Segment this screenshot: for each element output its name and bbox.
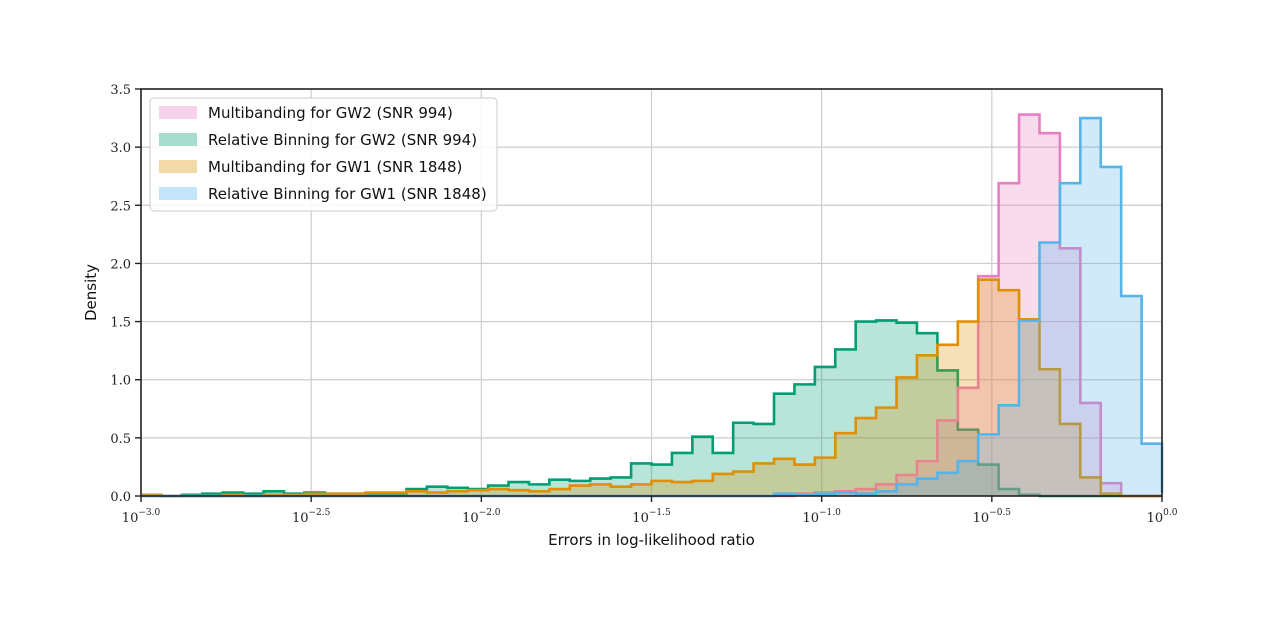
y-tick-label: 3.0 bbox=[110, 141, 131, 156]
legend-box bbox=[149, 97, 498, 212]
legend-label: Multibanding for GW1 (SNR 1848) bbox=[208, 158, 462, 176]
x-tick-label: 10−2.5 bbox=[292, 508, 331, 526]
y-tick-label: 0.0 bbox=[110, 490, 131, 505]
y-tick-label: 0.5 bbox=[110, 432, 131, 447]
y-tick-label: 2.5 bbox=[110, 199, 131, 214]
x-axis-ticks: 10−3.0 10−2.5 10−2.0 10−1.5 10−1.0 10−0.5 100.… bbox=[122, 496, 1178, 526]
series-fill-0 bbox=[141, 320, 1162, 496]
x-tick-label: 10−2.0 bbox=[462, 508, 501, 526]
y-tick-label: 3.5 bbox=[110, 83, 131, 98]
series-2 bbox=[141, 278, 1162, 498]
x-axis-label: Errors in log-likelihood ratio bbox=[548, 531, 755, 549]
legend-swatch bbox=[159, 187, 197, 200]
x-tick-label: 100.0 bbox=[1147, 508, 1178, 526]
y-tick-label: 1.5 bbox=[110, 316, 131, 331]
legend-swatch bbox=[159, 160, 197, 173]
x-tick-label: 10−1.0 bbox=[802, 508, 841, 526]
y-tick-label: 2.0 bbox=[110, 257, 131, 272]
x-tick-label: 10−3.0 bbox=[122, 508, 161, 526]
y-tick-label: 1.0 bbox=[110, 374, 131, 389]
y-axis-label: Density bbox=[82, 264, 100, 321]
series-fill-3 bbox=[141, 118, 1162, 497]
legend-swatch bbox=[159, 133, 197, 146]
x-tick-label: 10−0.5 bbox=[973, 508, 1012, 526]
y-axis-ticks: 0.0 0.5 1.0 1.5 2.0 2.5 3.0 3.5 bbox=[110, 83, 141, 505]
legend-label: Relative Binning for GW1 (SNR 1848) bbox=[208, 185, 487, 203]
legend-label: Multibanding for GW2 (SNR 994) bbox=[208, 104, 453, 122]
series-fill-2 bbox=[141, 279, 1162, 496]
x-tick-label: 10−1.5 bbox=[632, 508, 671, 526]
legend: Multibanding for GW2 (SNR 994) Relative B… bbox=[149, 97, 498, 212]
legend-swatch bbox=[159, 106, 197, 119]
legend-label: Relative Binning for GW2 (SNR 994) bbox=[208, 131, 477, 149]
series-outline-2 bbox=[141, 278, 1162, 498]
